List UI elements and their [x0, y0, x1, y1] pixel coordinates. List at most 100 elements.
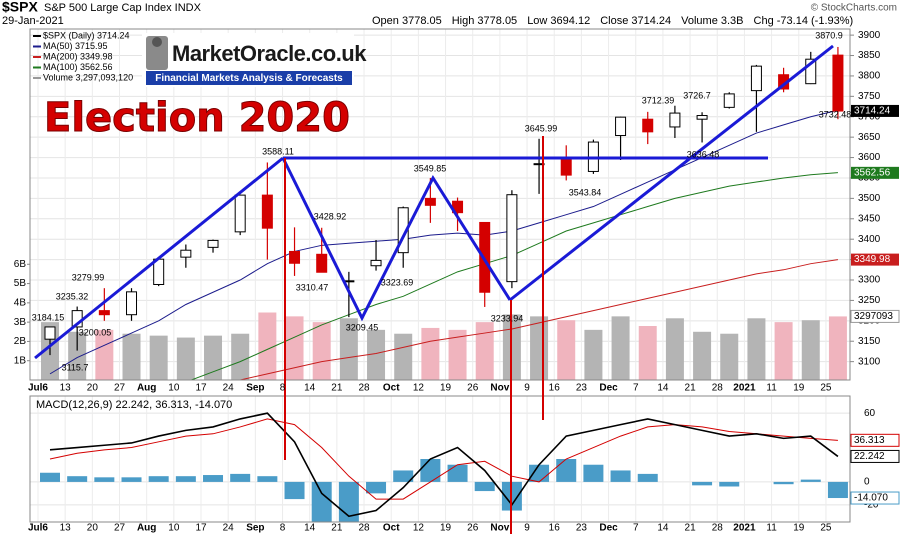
macd-histogram — [556, 459, 577, 482]
moving-average — [189, 172, 838, 380]
volume-bar — [312, 322, 331, 380]
macd-histogram — [230, 473, 251, 482]
y-tick-label: 3300 — [858, 275, 881, 286]
price-tag — [851, 104, 899, 117]
price-annotation: 3209.45 — [346, 322, 379, 332]
candle-body — [370, 259, 382, 267]
grid — [30, 29, 850, 522]
macd-tag-label: -14.070 — [854, 493, 888, 504]
macd-tag-label: 36.313 — [854, 435, 885, 446]
legend-label: MA(100) 3562.56 — [43, 62, 113, 72]
macd-tag — [850, 449, 900, 463]
price-annotation: 3870.9 — [815, 30, 843, 40]
macd-histogram — [800, 479, 821, 482]
price-annotation: 3115.7 — [62, 362, 89, 372]
logo-icon — [146, 36, 168, 70]
legend-label: MA(200) 3349.98 — [43, 51, 113, 61]
x-tick-label: 11 — [766, 523, 777, 534]
macd-histogram — [257, 476, 278, 482]
legend-label: $SPX (Daily) 3714.24 — [43, 30, 130, 40]
macd-legend: MACD(12,26,9) 22.242, 36.313, -14.070 — [36, 399, 232, 411]
x-tick-label: 13 — [60, 523, 72, 534]
candle-body — [669, 112, 681, 128]
volume-bar — [557, 320, 576, 380]
volume-bar — [95, 329, 114, 380]
candle-body — [560, 157, 572, 176]
x-tick-label: 20 — [87, 523, 99, 534]
price-annotation: 3712.39 — [642, 95, 675, 105]
quote-item: Volume 3.3B — [681, 15, 743, 27]
x-tick-label: Nov — [490, 523, 509, 534]
x-tick-label: 19 — [440, 383, 452, 394]
macd-histogram — [637, 473, 658, 482]
x-tick-label: 9 — [524, 523, 530, 534]
volume-bar — [448, 329, 467, 380]
macd-histogram — [94, 477, 115, 482]
x-tick-label: 26 — [467, 523, 479, 534]
x-tick-label: 23 — [576, 523, 588, 534]
macd-histogram — [827, 481, 848, 499]
candle-body — [696, 115, 708, 120]
candle-body — [126, 291, 138, 316]
macd-histogram — [773, 481, 794, 485]
candle-body — [207, 239, 219, 248]
volume-tick-label: 3B — [14, 317, 27, 328]
y-tick-label: 3400 — [858, 234, 881, 245]
x-tick-label: 7 — [633, 523, 639, 534]
volume-bar — [801, 320, 820, 380]
x-tick-label: 10 — [168, 383, 180, 394]
x-tick-label: 27 — [114, 383, 126, 394]
macd-tick-label: 60 — [864, 408, 876, 419]
candle-body — [289, 250, 301, 264]
y-tick-label: 3450 — [858, 213, 881, 224]
volume-bar — [204, 335, 223, 380]
x-tick-label: 19 — [793, 383, 805, 394]
trendline — [281, 157, 512, 322]
volume-bar — [149, 335, 168, 380]
volume-tag-label: 3297093 — [854, 311, 893, 322]
volume-bar — [176, 337, 195, 380]
x-tick-label: Sep — [246, 383, 264, 394]
macd-histogram — [121, 477, 142, 482]
x-tick-label: 16 — [549, 383, 561, 394]
quote-item: Chg -73.14 (-1.93%) — [754, 15, 854, 27]
macd-histogram — [583, 464, 604, 482]
x-tick-label: Oct — [383, 523, 400, 534]
volume-layer — [41, 312, 847, 380]
macd-histogram — [148, 476, 169, 482]
logo-name: MarketOracle.co.uk — [172, 41, 367, 66]
quote-item: High 3778.05 — [452, 15, 517, 27]
x-tick-label: 14 — [304, 523, 316, 534]
macd-histogram — [175, 476, 196, 482]
macd-line — [49, 412, 839, 518]
macd-histogram — [366, 481, 387, 494]
volume-tick-label: 4B — [14, 297, 27, 308]
x-tick-label: 2021 — [733, 383, 756, 394]
x-tick-label: 12 — [413, 383, 425, 394]
x-tick-label: 12 — [413, 523, 425, 534]
x-tick-label: Nov — [490, 383, 509, 394]
price-annotation: 3310.47 — [296, 282, 329, 292]
trendlines — [34, 44, 834, 360]
volume-tick-label: 6B — [14, 259, 27, 270]
x-tick-label: 24 — [223, 523, 235, 534]
x-tick-label: Jul6 — [28, 383, 48, 394]
legend-label: MA(50) 3715.95 — [43, 41, 108, 51]
x-tick-label: 28 — [358, 523, 370, 534]
trendline — [34, 156, 284, 360]
volume-bar — [68, 331, 87, 380]
candle-body — [397, 207, 409, 254]
macd-histogram — [447, 464, 468, 482]
x-tick-label: Dec — [599, 383, 618, 394]
logo-icon — [152, 37, 162, 47]
headline: Election 2020 — [44, 95, 350, 141]
y-tick-label: 3800 — [858, 71, 881, 82]
candle-body — [98, 310, 110, 316]
y-tick-label: 3900 — [858, 30, 881, 41]
volume-bar — [231, 333, 250, 380]
macd-tag — [850, 433, 900, 447]
candle-body — [316, 253, 328, 273]
x-tick-label: 17 — [195, 523, 207, 534]
x-tick-label: 7 — [633, 383, 639, 394]
